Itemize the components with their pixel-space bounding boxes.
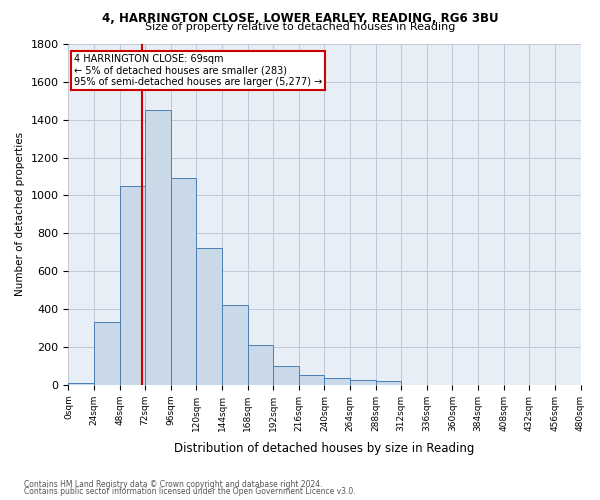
X-axis label: Distribution of detached houses by size in Reading: Distribution of detached houses by size … — [174, 442, 475, 455]
Bar — [299, 376, 325, 385]
Text: Contains public sector information licensed under the Open Government Licence v3: Contains public sector information licen… — [24, 487, 356, 496]
Bar — [94, 322, 119, 385]
Bar — [222, 306, 248, 385]
Text: Size of property relative to detached houses in Reading: Size of property relative to detached ho… — [145, 22, 455, 32]
Bar — [171, 178, 196, 385]
Text: Contains HM Land Registry data © Crown copyright and database right 2024.: Contains HM Land Registry data © Crown c… — [24, 480, 323, 489]
Text: 4 HARRINGTON CLOSE: 69sqm
← 5% of detached houses are smaller (283)
95% of semi-: 4 HARRINGTON CLOSE: 69sqm ← 5% of detach… — [74, 54, 322, 88]
Text: 4, HARRINGTON CLOSE, LOWER EARLEY, READING, RG6 3BU: 4, HARRINGTON CLOSE, LOWER EARLEY, READI… — [101, 12, 499, 26]
Y-axis label: Number of detached properties: Number of detached properties — [15, 132, 25, 296]
Bar — [273, 366, 299, 385]
Bar — [145, 110, 171, 385]
Bar — [248, 345, 273, 385]
Bar — [119, 186, 145, 385]
Bar — [350, 380, 376, 385]
Bar — [196, 248, 222, 385]
Bar — [68, 383, 94, 385]
Bar — [325, 378, 350, 385]
Bar — [376, 381, 401, 385]
